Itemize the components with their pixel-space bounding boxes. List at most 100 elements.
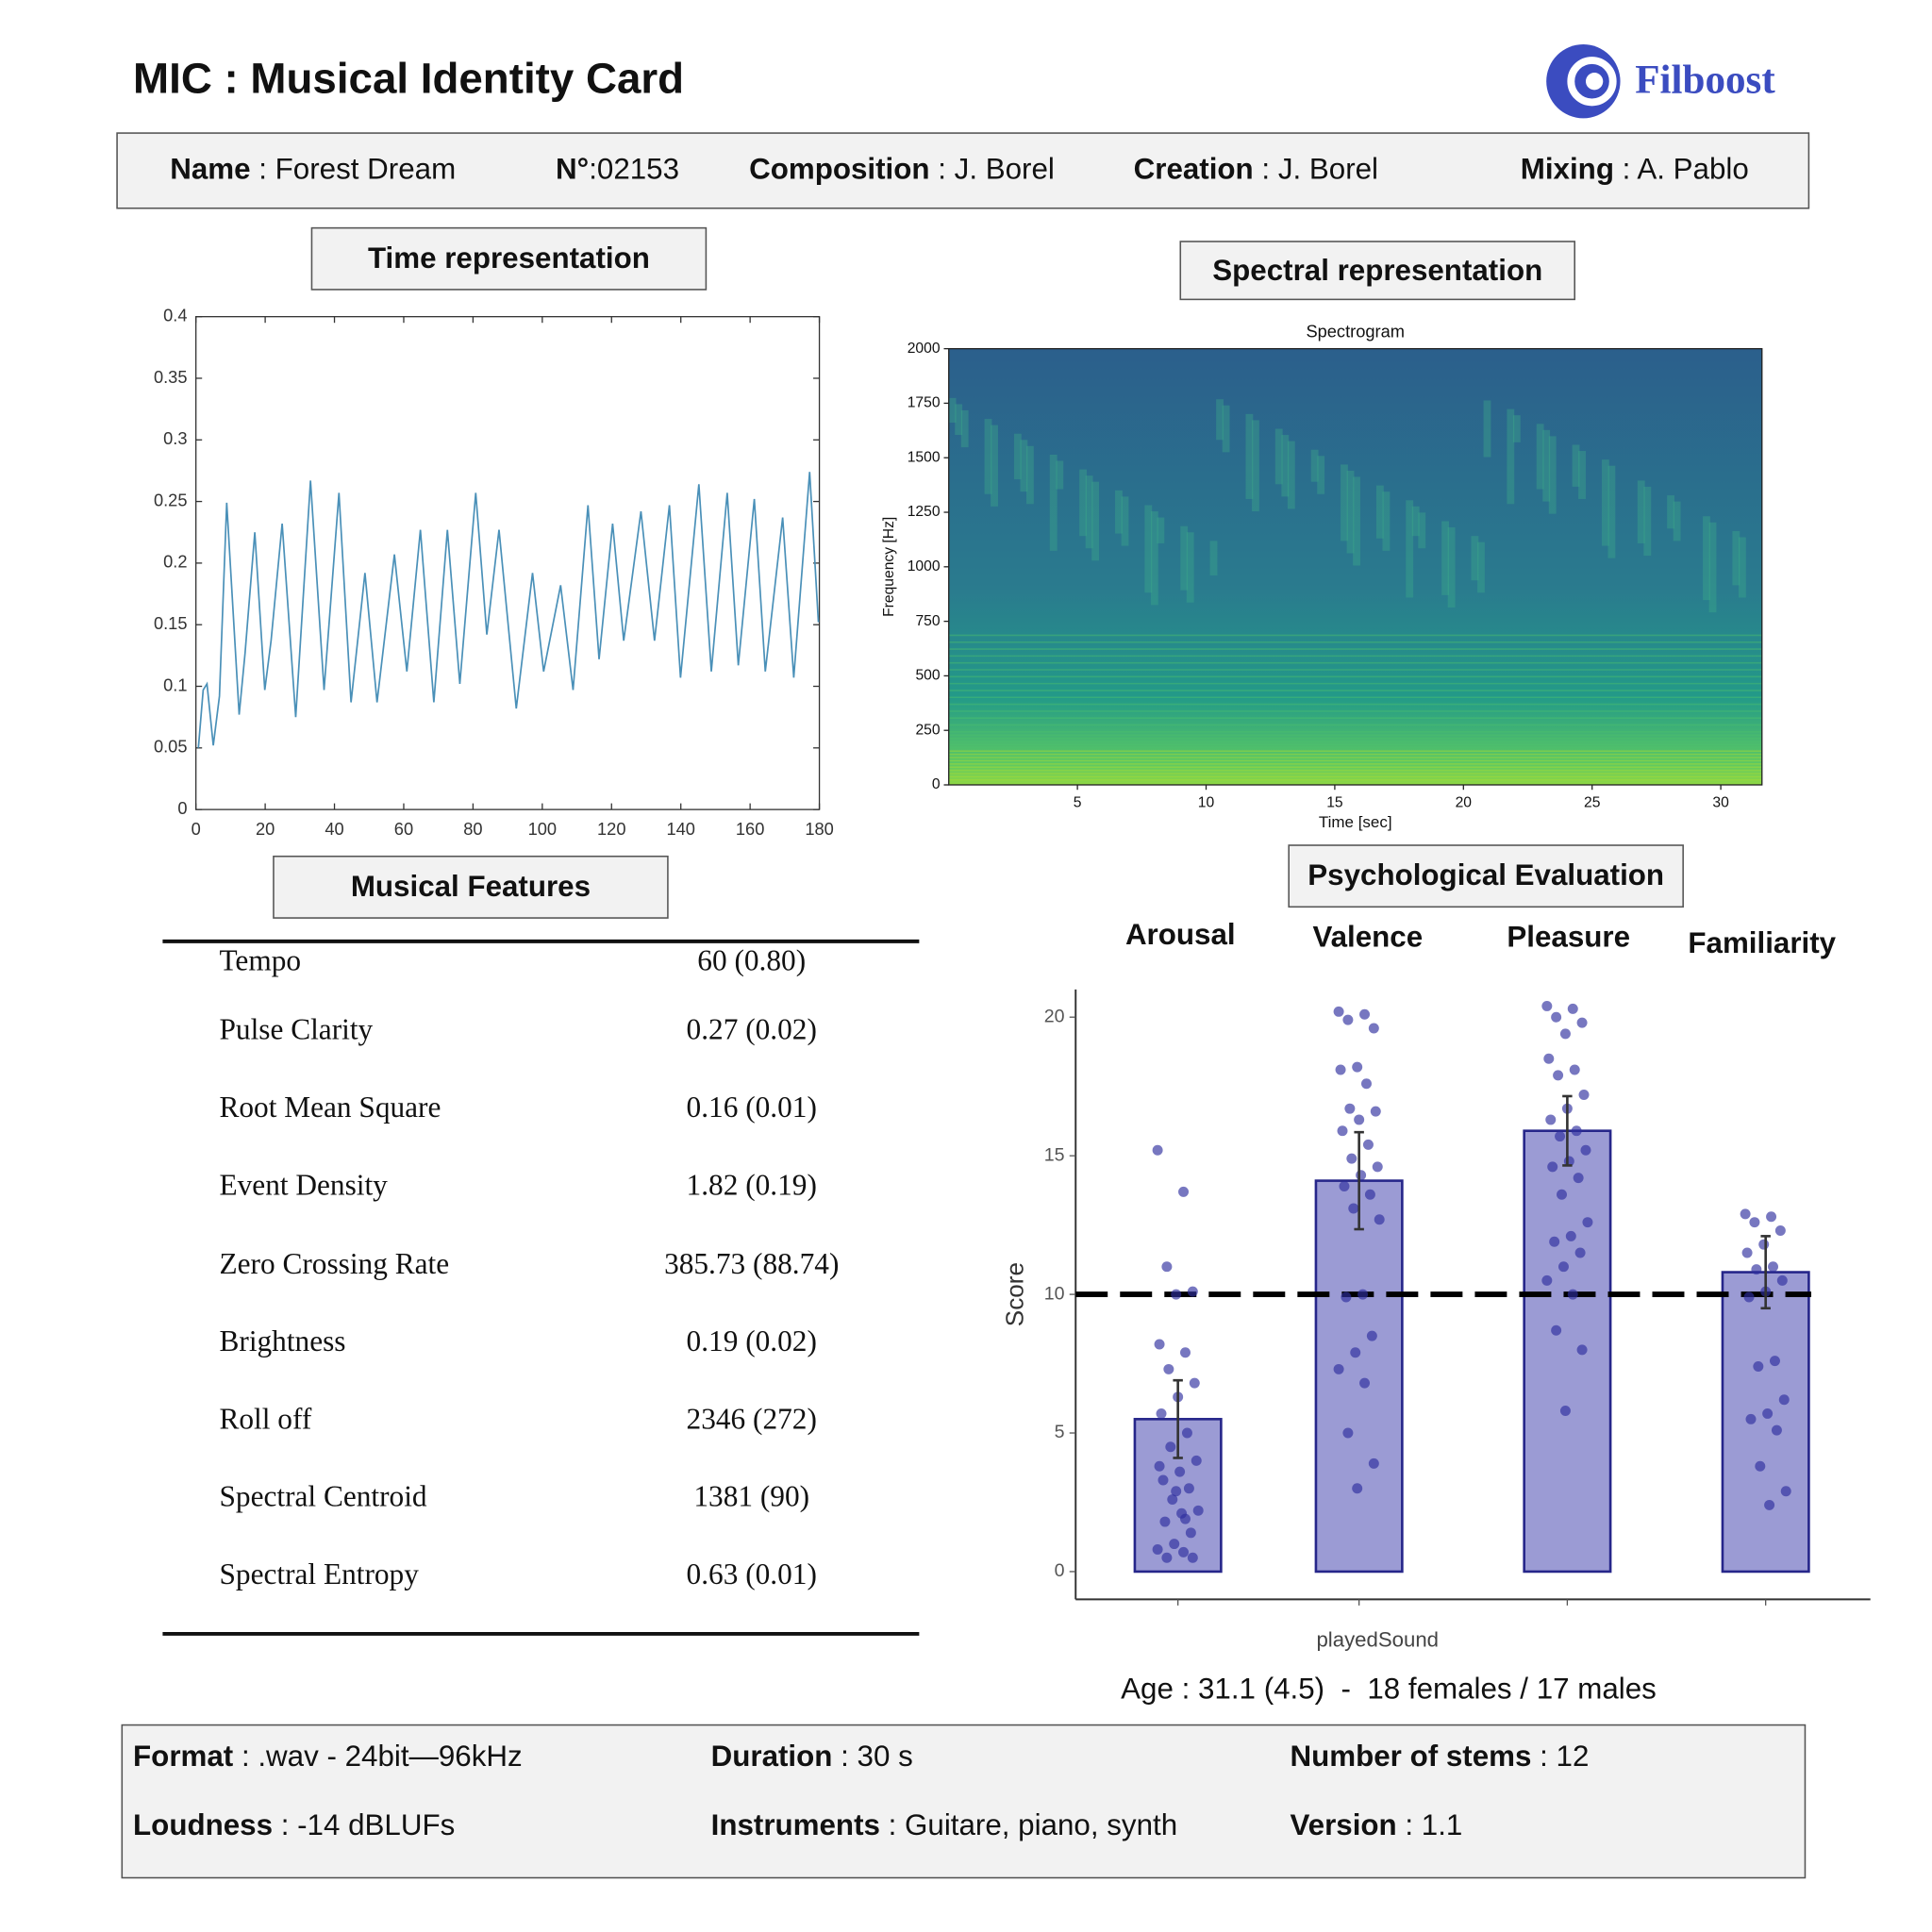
spectrogram-texture: [1601, 459, 1609, 546]
participant-point: [1165, 1441, 1176, 1453]
participant-point: [1361, 1078, 1372, 1090]
participant-point: [1171, 1289, 1182, 1300]
participant-point: [1335, 1064, 1346, 1075]
participant-point: [1180, 1347, 1191, 1358]
spectrogram-texture: [1667, 495, 1675, 529]
participant-point: [1352, 1061, 1363, 1073]
feature-name: Zero Crossing Rate: [219, 1247, 449, 1280]
x-tick-label: 20: [256, 819, 275, 839]
participant-point: [1749, 1217, 1760, 1228]
y-tick-label: 0.15: [154, 613, 188, 633]
participant-point: [1156, 1407, 1167, 1419]
participant-point: [1541, 1000, 1553, 1011]
participant-point: [1169, 1539, 1180, 1550]
spectrogram-texture: [1708, 522, 1717, 613]
participant-point: [1776, 1274, 1788, 1286]
spectrogram-texture: [1180, 525, 1189, 591]
field: Format : .wav - 24bit—96kHz: [133, 1740, 523, 1773]
bar: [1314, 1179, 1404, 1574]
participant-point: [1545, 1114, 1557, 1125]
participant-point: [1359, 1377, 1371, 1389]
field: Creation : J. Borel: [1134, 153, 1378, 186]
participant-point: [1341, 1291, 1352, 1303]
y-tick-label: 1500: [908, 449, 941, 465]
feature-name: Tempo: [219, 944, 301, 977]
x-tick-label: 140: [666, 819, 694, 839]
spectrogram-texture: [1673, 501, 1681, 541]
spectrogram-texture: [1222, 405, 1230, 453]
participant-point: [1359, 1008, 1371, 1020]
feature-value: 0.16 (0.01): [687, 1091, 817, 1124]
participant-point: [1161, 1552, 1173, 1563]
participant-point: [1366, 1330, 1377, 1341]
participant-point: [1559, 1028, 1571, 1040]
participant-point: [1339, 1180, 1350, 1191]
spectrogram-texture: [1375, 485, 1384, 539]
bar: [1523, 1129, 1612, 1574]
y-axis-label: Frequency [Hz]: [881, 517, 897, 617]
participant-point: [1356, 1170, 1367, 1181]
spectrogram-texture: [991, 425, 998, 507]
participant-point: [1774, 1225, 1786, 1236]
y-tick-label: 5: [1055, 1422, 1065, 1442]
feature-value: 2346 (272): [687, 1402, 817, 1435]
participant-point: [1541, 1274, 1553, 1286]
participant-point: [1350, 1347, 1361, 1358]
spectrogram-texture: [1572, 444, 1580, 487]
spectrogram-texture: [1732, 530, 1740, 586]
participant-point: [1187, 1552, 1198, 1563]
participant-point: [1764, 1499, 1775, 1510]
title: MIC : Musical Identity Card: [133, 54, 684, 102]
participant-point: [1159, 1516, 1171, 1527]
x-tick-label: 10: [1198, 795, 1215, 811]
y-tick-label: 1750: [908, 395, 941, 411]
participant-point: [1352, 1483, 1363, 1494]
participant-point: [1745, 1413, 1757, 1424]
spectrogram-texture: [1643, 486, 1652, 557]
spectrogram-image: [948, 348, 1762, 785]
participant-point: [1580, 1144, 1591, 1156]
field-label: Number of stems: [1291, 1740, 1532, 1773]
participant-point: [1555, 1131, 1566, 1142]
participant-point: [1174, 1466, 1186, 1477]
spectrogram-texture: [1346, 470, 1355, 554]
spectrogram-texture: [1738, 537, 1746, 598]
spectrogram-texture: [1091, 481, 1100, 561]
participant-point: [1368, 1023, 1379, 1034]
participant-point: [1573, 1173, 1584, 1184]
spectrogram-texture: [1216, 399, 1224, 441]
field-label: Mixing: [1521, 153, 1614, 186]
participant-point: [1154, 1460, 1165, 1472]
participant-point: [1571, 1125, 1582, 1137]
y-tick-label: 0: [1055, 1560, 1065, 1581]
field-value: : 30 s: [832, 1740, 912, 1773]
participant-point: [1370, 1106, 1381, 1117]
spectrogram-texture: [984, 419, 992, 494]
spectrogram-texture: [1382, 491, 1391, 551]
participant-point: [1743, 1291, 1755, 1303]
y-tick-label: 750: [915, 613, 940, 629]
y-tick-label: 10: [1044, 1283, 1065, 1304]
y-tick-label: 1000: [908, 558, 941, 575]
spectrogram-texture: [1578, 451, 1586, 499]
field-label: Creation: [1134, 153, 1254, 186]
participant-point: [1189, 1377, 1200, 1389]
x-tick-label: 0: [192, 819, 201, 839]
feature-name: Brightness: [219, 1324, 345, 1357]
x-tick-label: 40: [325, 819, 343, 839]
x-axis-label: playedSound: [1316, 1628, 1439, 1652]
participant-point: [1557, 1189, 1567, 1200]
spectrogram-texture: [1607, 465, 1616, 558]
participant-point: [1578, 1090, 1590, 1100]
spectrogram-texture: [1542, 429, 1551, 502]
y-tick-label: 15: [1044, 1144, 1065, 1165]
field-value: : J. Borel: [930, 153, 1055, 186]
participant-point: [1154, 1339, 1165, 1350]
spectrogram-texture: [1411, 506, 1420, 537]
participant-point: [1768, 1261, 1778, 1273]
spectrogram-texture: [1341, 464, 1348, 541]
field-value: : 12: [1531, 1740, 1589, 1773]
participant-point: [1152, 1543, 1163, 1555]
spectrogram-texture: [1150, 511, 1158, 606]
category-label: Familiarity: [1688, 926, 1836, 959]
